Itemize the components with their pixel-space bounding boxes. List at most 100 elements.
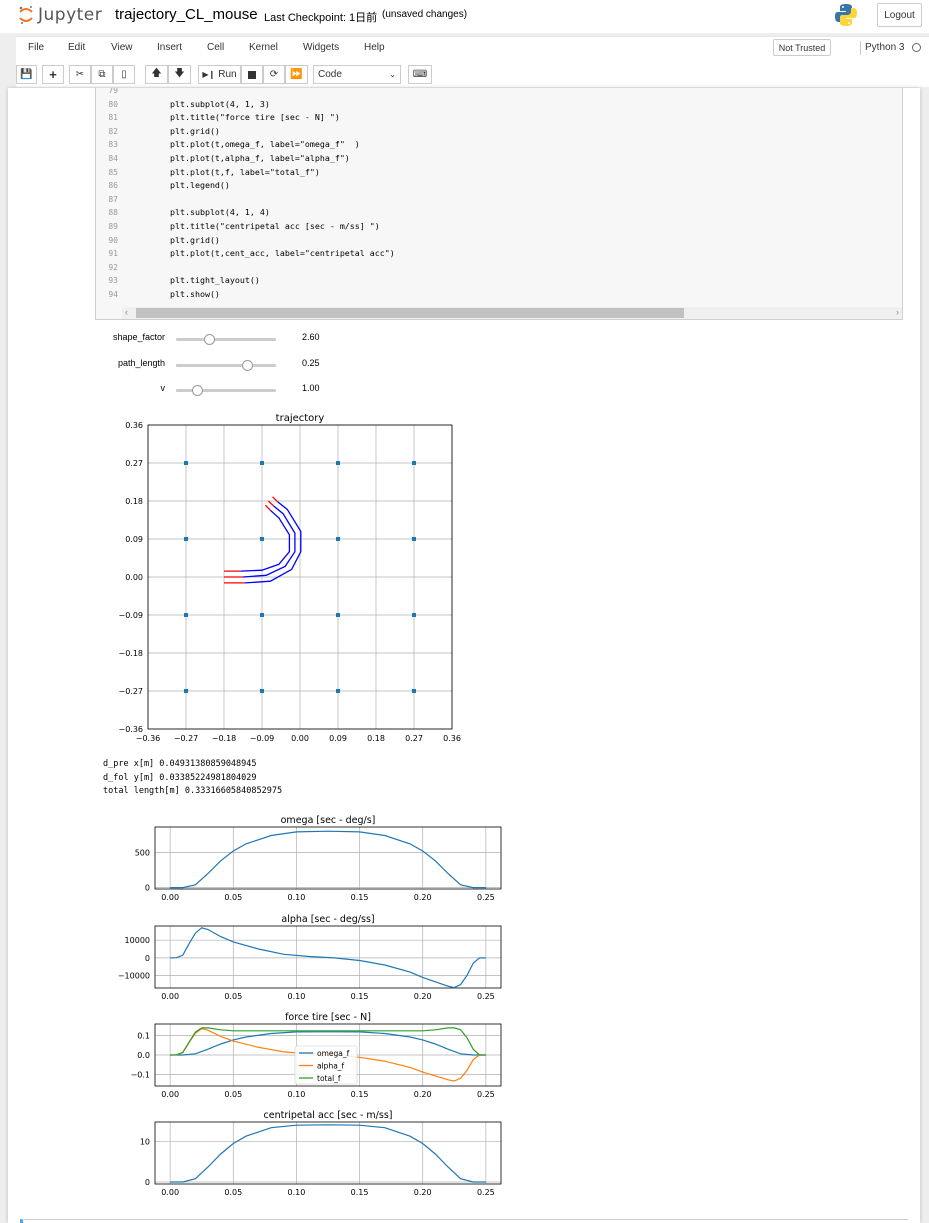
x-tick-label: 0.25 (477, 893, 495, 902)
line-number: 93 (108, 276, 118, 286)
x-tick-label: 0.15 (351, 893, 369, 902)
y-tick-label: 0.27 (125, 459, 143, 468)
slider-track[interactable] (176, 338, 276, 341)
horizontal-scrollbar[interactable]: ‹ › (122, 307, 902, 319)
line-number: 82 (108, 126, 118, 136)
insert-cell-button[interactable]: + (42, 65, 64, 84)
slider-label: v (160, 383, 166, 393)
x-tick-label: 0.05 (224, 1090, 242, 1099)
slider-handle[interactable] (192, 385, 203, 396)
marker-point (184, 613, 188, 617)
marker-point (184, 461, 188, 465)
chart-title: force tire [sec - N] (285, 1012, 371, 1023)
trajectory-chart: trajectory −0.36 0.36 −0.27 0.27 −0.18 0.18 −0.… (118, 413, 461, 743)
copy-button[interactable]: ⧉ (91, 65, 113, 84)
marker-point (260, 461, 264, 465)
arrow-down-icon: 🡇 (174, 68, 185, 79)
line-number: 83 (108, 140, 118, 150)
plus-icon: + (49, 67, 57, 82)
code-line: plt.show() (150, 289, 220, 299)
paste-icon: ▯ (121, 69, 127, 80)
line-number: 79 (108, 88, 118, 95)
y-tick-label: −0.18 (118, 649, 143, 658)
x-tick-label: 0.25 (477, 1090, 495, 1099)
restart-run-all-button[interactable]: ⏩ (285, 65, 308, 84)
fast-forward-icon: ⏩ (290, 69, 303, 80)
menu-insert[interactable]: Insert (157, 42, 183, 53)
line-number: 87 (108, 194, 118, 204)
x-tick-label: 0.09 (329, 734, 347, 743)
cut-button[interactable]: ✂ (69, 65, 91, 84)
y-tick-label: −0.27 (118, 687, 143, 696)
notebook-name[interactable]: trajectory_CL_mouse (115, 6, 258, 23)
code-cell-input[interactable]: 79 80 plt.subplot(4, 1, 3) 81 plt.title("f… (95, 88, 903, 320)
next-cell[interactable] (20, 1219, 908, 1223)
python-logo-icon (835, 4, 857, 26)
y-tick-label: −0.36 (118, 725, 143, 734)
x-tick-label: 0.10 (288, 893, 306, 902)
y-tick-label: −0.1 (131, 1070, 150, 1079)
marker-point (336, 537, 340, 541)
menu-kernel[interactable]: Kernel (249, 42, 278, 53)
stdout-line: d_pre x[m] 0.04931380859048945 (103, 759, 257, 769)
scissors-icon: ✂ (75, 69, 85, 80)
cell-type-value: Code (318, 69, 342, 80)
slider-track[interactable] (176, 389, 276, 392)
stdout-line: d_fol y[m] 0.03385224981804029 (103, 772, 257, 783)
y-tick-label: −10000 (118, 972, 150, 981)
jupyter-logo-icon (19, 6, 33, 24)
interrupt-button[interactable] (241, 65, 263, 84)
menu-help[interactable]: Help (364, 42, 385, 53)
line-number: 90 (108, 235, 118, 245)
x-tick-label: 0.25 (477, 992, 495, 1001)
plot-frame (154, 925, 502, 989)
restart-button[interactable]: ⟳ (263, 65, 285, 84)
run-label: Run (218, 69, 237, 80)
paste-button[interactable]: ▯ (113, 65, 135, 84)
x-tick-label: 0.00 (161, 1188, 179, 1197)
move-down-button[interactable]: 🡇 (168, 65, 191, 84)
slider-track[interactable] (176, 363, 276, 367)
logout-button[interactable]: Logout (877, 3, 922, 27)
unsaved-status: (unsaved changes) (382, 9, 468, 20)
arrow-up-icon: 🡅 (151, 68, 162, 79)
command-palette-button[interactable]: ⌨ (408, 65, 432, 84)
x-tick-label: 0.00 (161, 992, 179, 1001)
time-series-charts: omega [sec - deg/s]0.00 0.05 0.10 0.15 0.20 0… (118, 815, 502, 1197)
menu-widgets[interactable]: Widgets (303, 42, 340, 53)
line-number: 84 (108, 154, 118, 163)
y-tick-label: 10000 (125, 936, 150, 945)
menu-edit[interactable]: Edit (68, 42, 86, 53)
slider-handle[interactable] (242, 359, 253, 371)
save-button[interactable]: 💾 (16, 65, 37, 84)
jupyter-logo[interactable]: Jupyter (18, 4, 102, 26)
x-tick-label: 0.36 (443, 734, 461, 743)
x-tick-label: 0.20 (414, 893, 432, 902)
menu-cell[interactable]: Cell (207, 42, 225, 53)
scroll-right-icon[interactable]: › (896, 307, 899, 317)
scrollbar-thumb[interactable] (136, 308, 684, 318)
run-button[interactable]: ▶❙ Run (198, 65, 241, 84)
chart-title: centripetal acc [sec - m/ss] (264, 1110, 393, 1121)
y-tick-label: 10 (140, 1137, 150, 1146)
marker-point (260, 613, 264, 617)
menu-view[interactable]: View (111, 42, 133, 53)
menu-file[interactable]: File (28, 42, 45, 53)
trust-button[interactable]: Not Trusted (773, 39, 831, 56)
x-tick-label: 0.00 (161, 1090, 179, 1099)
line-number: 94 (108, 290, 118, 299)
marker-point (336, 689, 340, 693)
x-tick-label: −0.36 (136, 734, 161, 743)
marker-point (412, 689, 416, 693)
scroll-left-icon[interactable]: ‹ (125, 307, 128, 317)
code-line: plt.title("force tire [sec - N] ") (150, 112, 340, 123)
slider-handle[interactable] (204, 334, 215, 345)
y-tick-label: 0.18 (125, 497, 143, 506)
chart-title: trajectory (276, 413, 325, 424)
cell-type-select[interactable]: Code ⌄ (313, 65, 401, 84)
legend-label: omega_f (317, 1049, 350, 1058)
series-line (170, 1124, 486, 1183)
marker-point (260, 537, 264, 541)
marker-point (336, 461, 340, 465)
move-up-button[interactable]: 🡅 (145, 65, 168, 84)
